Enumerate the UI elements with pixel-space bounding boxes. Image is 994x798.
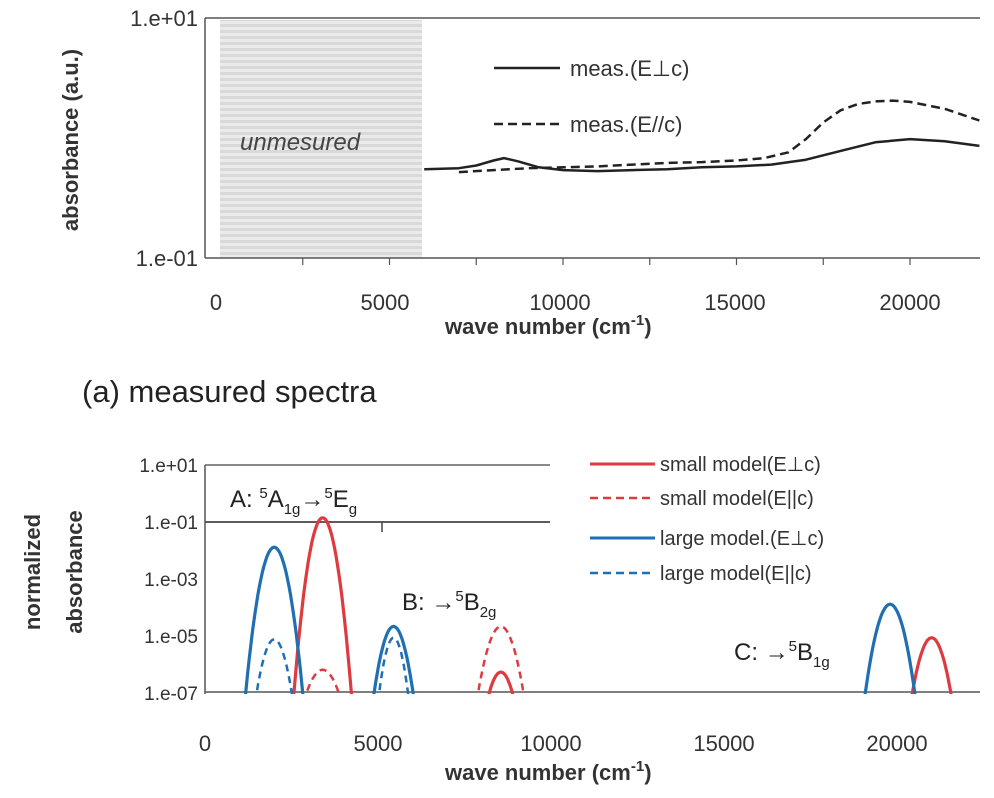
legend-a: meas.(E⊥c) meas.(E//c) — [494, 56, 689, 137]
y-axis-label: absorbance — [62, 510, 87, 634]
peak-1-0 — [304, 668, 341, 694]
peak-0-0 — [292, 516, 354, 694]
x-tick-label: 20000 — [866, 731, 927, 756]
unmeasured-label: unmesured — [240, 129, 361, 156]
x-tick-label: 10000 — [520, 731, 581, 756]
peak-1-1 — [476, 625, 525, 694]
y-tick-label: 1.e-07 — [144, 684, 198, 705]
y-tick-label: 1.e-05 — [144, 627, 198, 648]
peak-2-0 — [243, 545, 305, 694]
y-axis-label: absorbance (a.u.) — [58, 49, 83, 231]
legend-label: large model(E||c) — [660, 563, 812, 585]
annotation-c: C: →5B1g — [734, 638, 830, 671]
legend-label: meas.(E//c) — [570, 112, 682, 137]
chart-a: unmesured 1.e+01 1.e-01 0 5000 10000 150… — [58, 6, 980, 339]
legend-label: meas.(E⊥c) — [570, 56, 689, 81]
legend-label: small model(E⊥c) — [660, 454, 821, 476]
x-tick-label: 0 — [199, 731, 211, 756]
x-tick-label: 5000 — [361, 290, 410, 315]
series-line-0 — [424, 137, 980, 173]
peak-0-2 — [910, 636, 953, 694]
peak-3-0 — [255, 638, 294, 694]
legend-b: small model(E⊥c) small model(E||c) large… — [582, 448, 927, 588]
x-tick-label: 10000 — [529, 290, 590, 315]
chart-a-series — [424, 99, 980, 174]
x-axis-label: wave number (cm-1) — [444, 312, 652, 339]
peak-0-1 — [487, 670, 515, 694]
x-tick-label: 15000 — [704, 290, 765, 315]
series-line-1 — [458, 99, 980, 174]
x-tick-label: 20000 — [879, 290, 940, 315]
x-tick-label: 0 — [210, 290, 222, 315]
legend-b-background — [582, 448, 927, 588]
x-tick-label: 5000 — [354, 731, 403, 756]
y-tick-label: 1.e-03 — [144, 570, 198, 591]
caption-a: (a) measured spectra — [82, 374, 377, 409]
y-tick-label: 1.e-01 — [144, 513, 198, 534]
y-axis-label: normalized — [20, 514, 45, 630]
chart-a-x-tick-marks — [302, 258, 911, 265]
x-axis-label: wave number (cm-1) — [444, 758, 652, 785]
annotation-a: A: 5A1g→5Eg — [230, 485, 357, 518]
y-tick-label: 1.e-01 — [136, 246, 198, 271]
annotation-b: B: →5B2g — [402, 588, 496, 621]
peak-2-1 — [372, 624, 415, 694]
peak-2-2 — [863, 602, 917, 694]
y-tick-label: 1.e+01 — [130, 6, 198, 31]
y-tick-label: 1.e+01 — [139, 456, 198, 477]
chart-b-series — [243, 516, 953, 694]
chart-b: 1.e+01 1.e-01 1.e-03 1.e-05 1.e-07 0 500… — [20, 448, 980, 785]
legend-label: small model(E||c) — [660, 488, 814, 510]
peak-3-1 — [377, 636, 410, 694]
x-tick-label: 15000 — [693, 731, 754, 756]
unmeasured-region — [220, 20, 422, 258]
legend-label: large model.(E⊥c) — [660, 528, 824, 550]
